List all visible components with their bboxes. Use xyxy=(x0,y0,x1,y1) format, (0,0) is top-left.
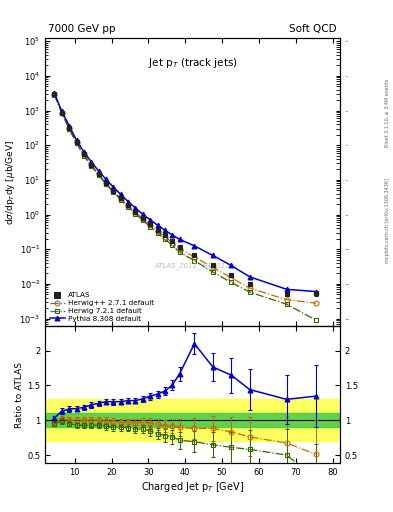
X-axis label: Charged Jet p$_T$ [GeV]: Charged Jet p$_T$ [GeV] xyxy=(141,480,244,494)
Text: Jet p$_T$ (track jets): Jet p$_T$ (track jets) xyxy=(148,56,237,70)
Y-axis label: d$\sigma$/dp$_T$dy [$\mu$b/GeV]: d$\sigma$/dp$_T$dy [$\mu$b/GeV] xyxy=(4,140,17,225)
Text: ATLAS_2011_I919017: ATLAS_2011_I919017 xyxy=(155,262,230,269)
Text: Rivet 3.1.10, ≥ 3.4M events: Rivet 3.1.10, ≥ 3.4M events xyxy=(385,78,390,147)
Text: Soft QCD: Soft QCD xyxy=(289,24,337,34)
Y-axis label: Ratio to ATLAS: Ratio to ATLAS xyxy=(15,362,24,428)
Text: 7000 GeV pp: 7000 GeV pp xyxy=(48,24,116,34)
Legend: ATLAS, Herwig++ 2.7.1 default, Herwig 7.2.1 default, Pythia 8.308 default: ATLAS, Herwig++ 2.7.1 default, Herwig 7.… xyxy=(48,291,156,324)
Text: mcplots.cern.ch [arXiv:1306.3436]: mcplots.cern.ch [arXiv:1306.3436] xyxy=(385,178,390,263)
